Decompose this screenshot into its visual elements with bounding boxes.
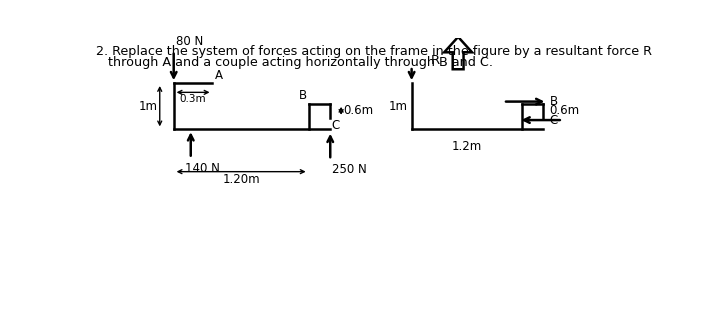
Text: A: A <box>215 69 222 82</box>
Text: 2. Replace the system of forces acting on the frame in the figure by a resultant: 2. Replace the system of forces acting o… <box>96 46 652 58</box>
Text: B: B <box>549 95 558 108</box>
Text: 250 N: 250 N <box>332 163 366 176</box>
Text: 1m: 1m <box>138 100 158 113</box>
Text: 1m: 1m <box>389 100 408 113</box>
Text: C: C <box>332 118 340 132</box>
Text: through A and a couple acting horizontally through B and C.: through A and a couple acting horizontal… <box>96 56 493 69</box>
Text: 1.20m: 1.20m <box>222 173 260 186</box>
Text: 1.2m: 1.2m <box>452 140 482 153</box>
Text: R: R <box>431 54 441 67</box>
Text: 0.3m: 0.3m <box>180 94 207 104</box>
Text: 0.6m: 0.6m <box>549 104 580 117</box>
Text: 80 N: 80 N <box>176 35 203 48</box>
Text: B: B <box>299 89 307 102</box>
Text: C: C <box>549 114 558 127</box>
Text: 0.6m: 0.6m <box>343 104 374 117</box>
Text: 140 N: 140 N <box>184 162 220 175</box>
